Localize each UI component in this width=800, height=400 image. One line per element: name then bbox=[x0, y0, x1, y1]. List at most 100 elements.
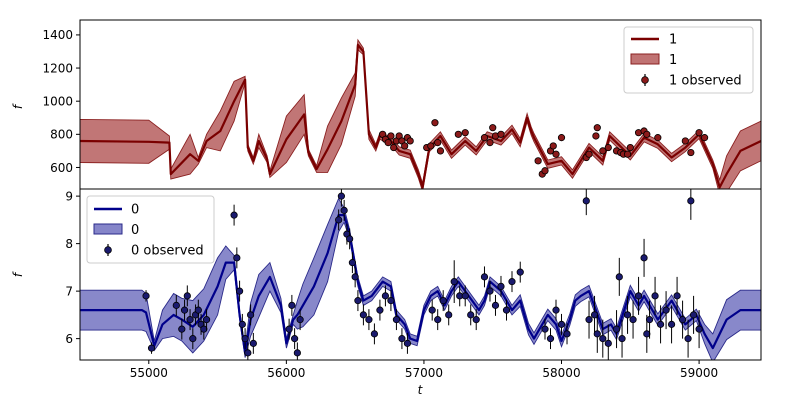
top-observed-marker bbox=[604, 143, 612, 152]
bottom-observed-point bbox=[180, 299, 189, 321]
top-observed-marker bbox=[434, 139, 442, 147]
top-observed-point bbox=[654, 134, 662, 142]
bottom-observed-point bbox=[557, 313, 566, 335]
bottom-observed-point bbox=[434, 309, 442, 331]
bottom-observed-point bbox=[599, 319, 607, 358]
bottom-observed-point bbox=[445, 304, 453, 326]
bottom-observed-marker bbox=[194, 306, 202, 314]
top-y-tick-label: 1400 bbox=[42, 28, 73, 42]
bottom-y-tick-label: 6 bbox=[65, 332, 73, 346]
top-panel: 600 800 1000 1200 1400 f 1 1 1 observed bbox=[11, 19, 762, 190]
top-legend-band-swatch bbox=[630, 53, 660, 65]
bottom-observed-point bbox=[645, 300, 654, 339]
top-observed-point bbox=[604, 143, 612, 152]
top-observed-marker bbox=[406, 137, 414, 145]
bottom-observed-point bbox=[202, 309, 211, 331]
bottom-observed-marker bbox=[392, 316, 401, 324]
bottom-observed-point bbox=[288, 294, 296, 316]
bottom-observed-marker bbox=[381, 292, 390, 300]
top-observed-point bbox=[454, 130, 462, 138]
bottom-observed-point bbox=[172, 294, 180, 316]
top-observed-point bbox=[387, 132, 395, 140]
top-observed-point bbox=[643, 130, 651, 138]
bottom-panel-y-axis-label: f bbox=[11, 271, 25, 277]
bottom-observed-marker bbox=[189, 335, 197, 343]
bottom-observed-marker bbox=[335, 216, 343, 224]
top-observed-marker bbox=[480, 134, 489, 142]
bottom-observed-point bbox=[354, 290, 362, 312]
top-observed-marker bbox=[643, 130, 651, 138]
top-observed-marker bbox=[427, 142, 435, 150]
top-observed-point bbox=[599, 147, 607, 155]
top-observed-point bbox=[534, 157, 542, 165]
bottom-observed-marker bbox=[629, 316, 637, 324]
bottom-observed-point bbox=[618, 319, 626, 358]
top-observed-marker bbox=[626, 143, 634, 152]
bottom-observed-marker bbox=[186, 316, 194, 324]
bottom-observed-point bbox=[238, 313, 246, 335]
bottom-observed-marker bbox=[593, 330, 601, 338]
top-observed-marker bbox=[593, 124, 601, 132]
bottom-observed-marker bbox=[667, 320, 676, 328]
bottom-observed-marker bbox=[472, 316, 480, 324]
bottom-observed-point bbox=[541, 318, 549, 340]
bottom-observed-point bbox=[230, 204, 238, 226]
bottom-observed-marker bbox=[359, 311, 368, 319]
bottom-observed-point bbox=[582, 189, 590, 216]
bottom-observed-marker bbox=[640, 254, 648, 262]
bottom-observed-point bbox=[456, 285, 464, 307]
top-observed-marker bbox=[497, 130, 505, 138]
bottom-observed-marker bbox=[486, 287, 494, 295]
bottom-observed-marker bbox=[684, 335, 692, 343]
bottom-observed-point bbox=[189, 328, 197, 350]
top-legend-line-label: 1 bbox=[669, 33, 677, 48]
bottom-observed-point bbox=[241, 328, 249, 350]
top-y-tick-label: 1200 bbox=[42, 61, 73, 75]
bottom-observed-marker bbox=[585, 316, 593, 324]
top-observed-point bbox=[384, 139, 392, 147]
bottom-observed-marker bbox=[541, 325, 549, 333]
bottom-observed-marker bbox=[582, 197, 590, 205]
bottom-observed-point bbox=[656, 305, 665, 344]
bottom-observed-marker bbox=[508, 278, 516, 286]
bottom-observed-marker bbox=[662, 306, 670, 314]
bottom-observed-point bbox=[233, 247, 241, 269]
top-observed-marker bbox=[623, 150, 632, 158]
bottom-observed-marker bbox=[450, 278, 458, 286]
bottom-observed-point bbox=[450, 260, 458, 303]
bottom-observed-marker bbox=[249, 339, 257, 347]
bottom-observed-point bbox=[486, 280, 494, 302]
bottom-observed-point bbox=[585, 300, 593, 339]
bottom-observed-point bbox=[590, 295, 599, 334]
bottom-panel-y-ticks: 6 7 8 9 bbox=[65, 189, 80, 346]
top-observed-marker bbox=[489, 124, 497, 132]
top-observed-point bbox=[486, 139, 494, 147]
top-observed-point bbox=[695, 129, 703, 137]
bottom-observed-point bbox=[428, 299, 436, 321]
top-observed-marker bbox=[592, 132, 600, 140]
bottom-observed-point bbox=[235, 280, 244, 302]
bottom-observed-marker bbox=[445, 311, 453, 319]
bottom-observed-marker bbox=[365, 316, 373, 324]
bottom-observed-point bbox=[348, 252, 356, 274]
bottom-observed-marker bbox=[502, 306, 511, 314]
bottom-observed-point bbox=[563, 323, 571, 345]
bottom-observed-point bbox=[629, 300, 637, 339]
bottom-observed-marker bbox=[230, 211, 238, 219]
bottom-observed-marker bbox=[291, 335, 299, 343]
top-observed-point bbox=[427, 142, 435, 150]
bottom-legend-band-label: 0 bbox=[131, 223, 139, 238]
top-observed-point bbox=[592, 132, 600, 140]
bottom-observed-point bbox=[502, 299, 511, 321]
bottom-x-tick-label: 55000 bbox=[130, 366, 168, 380]
bottom-observed-point bbox=[662, 291, 670, 330]
bottom-panel-frame bbox=[79, 188, 762, 361]
bottom-observed-point bbox=[604, 324, 612, 360]
top-observed-marker bbox=[687, 148, 695, 157]
bottom-observed-point bbox=[387, 290, 395, 312]
bottom-observed-marker bbox=[293, 349, 301, 357]
top-observed-marker bbox=[681, 137, 689, 145]
top-observed-marker bbox=[431, 119, 439, 127]
bottom-observed-marker bbox=[200, 325, 208, 333]
bottom-observed-point bbox=[480, 266, 489, 288]
